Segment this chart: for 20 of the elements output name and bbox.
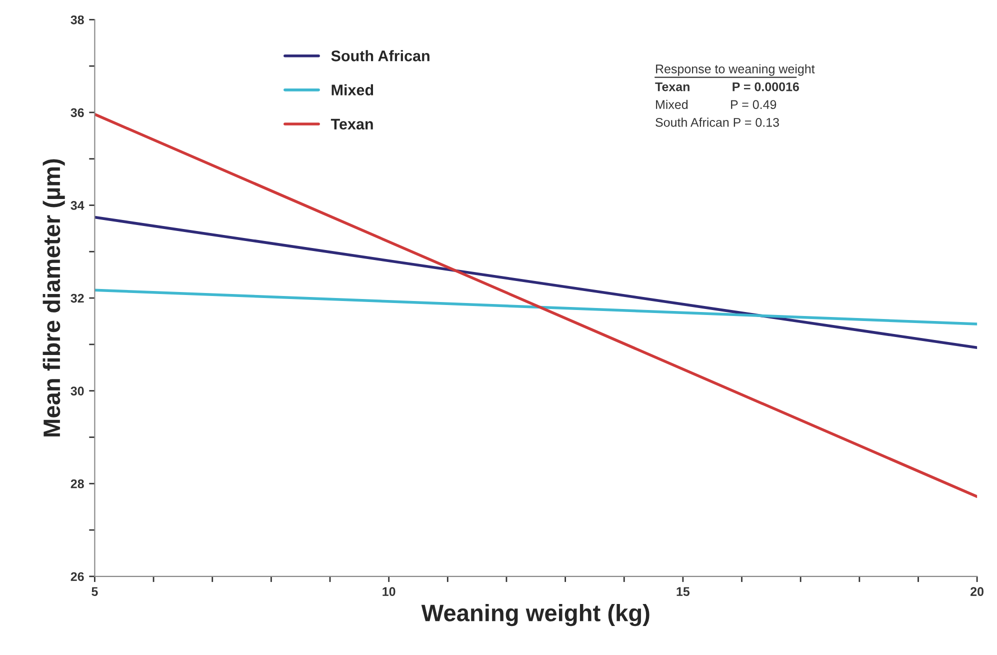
x-tick-label: 5 — [92, 587, 98, 596]
annotation: Texan P = 0.00016 — [655, 82, 799, 92]
y-tick-label: 34 — [70, 201, 84, 210]
x-tick-label: 15 — [676, 587, 690, 596]
y-axis-title: Mean fibre diameter (µm) — [42, 159, 65, 436]
annotation: Response to weaning weight — [656, 64, 815, 76]
legend-label: Mixed — [332, 84, 374, 96]
x-axis-title: Weaning weight (kg) — [421, 604, 650, 626]
y-tick-label: 38 — [70, 15, 84, 24]
legend-label: South African — [331, 50, 430, 62]
y-tick-label: 28 — [70, 479, 84, 488]
y-tick-label: 32 — [70, 294, 84, 303]
y-tick-label: 36 — [70, 108, 84, 118]
x-tick-label: 20 — [970, 587, 984, 596]
legend-label: Texan — [330, 118, 373, 130]
annotation: Mixed P = 0.49 — [656, 100, 776, 110]
y-tick-label: 30 — [70, 386, 84, 396]
x-tick-label: 10 — [382, 587, 396, 596]
annotation: South African P = 0.13 — [656, 118, 779, 127]
y-tick-label: 26 — [70, 572, 84, 582]
